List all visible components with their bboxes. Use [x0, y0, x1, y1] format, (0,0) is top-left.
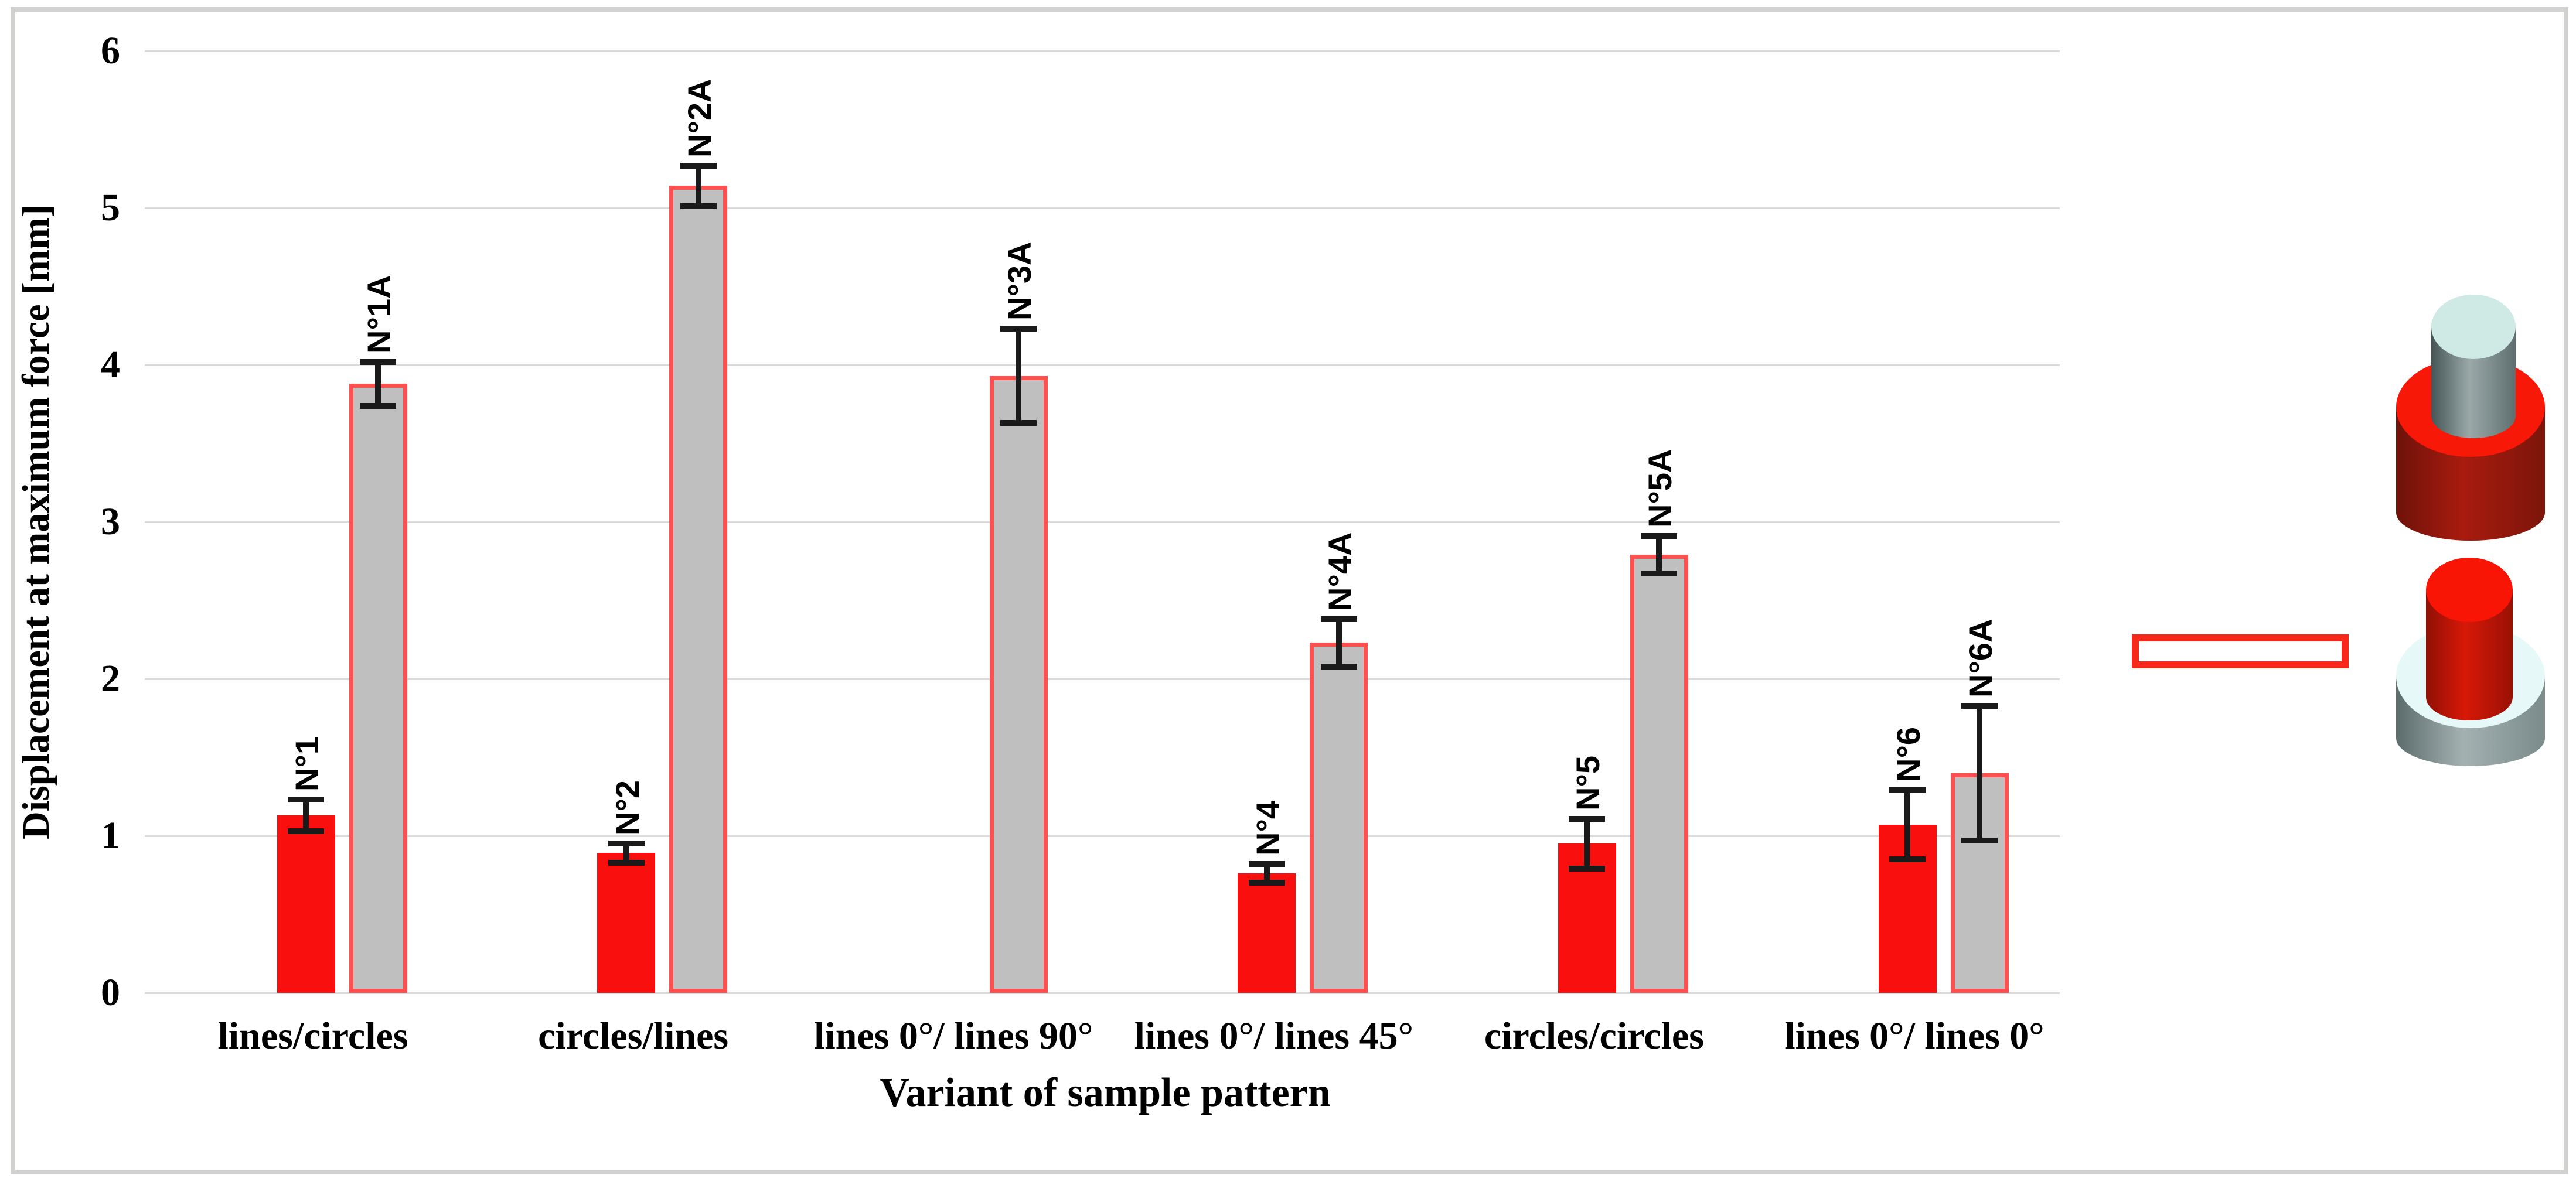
- legend-gray-bar-red-outline-swatch: [2132, 634, 2349, 668]
- error-bar-stem: [1656, 536, 1662, 574]
- y-tick-label: 5: [101, 186, 120, 229]
- y-tick-label: 0: [101, 971, 120, 1014]
- bar: [1310, 643, 1368, 993]
- x-axis-title: Variant of sample pattern: [880, 1070, 1331, 1115]
- x-category-label: lines 0°/ lines 90°: [814, 1015, 1093, 1057]
- bar-label: N°4A: [1321, 532, 1358, 612]
- bar-label: N°2: [608, 780, 646, 836]
- grid-line: [145, 678, 2060, 680]
- grid-line: [145, 521, 2060, 523]
- x-category-label: circles/lines: [538, 1015, 729, 1057]
- error-bar-cap-bottom: [1320, 663, 1357, 670]
- error-bar-stem: [1016, 329, 1022, 424]
- error-bar-cap-top: [1320, 616, 1357, 623]
- error-bar-cap-top: [288, 797, 324, 803]
- error-bar-cap-bottom: [1569, 866, 1606, 872]
- bar: [349, 384, 407, 993]
- legend-image-gray-pin-in-red-base-icon: [2396, 295, 2545, 541]
- x-category-label: lines 0°/ lines 45°: [1134, 1015, 1413, 1057]
- error-bar-cap-bottom: [1889, 856, 1926, 863]
- error-bar-stem: [1904, 790, 1910, 860]
- bar-label: N°5: [1569, 755, 1607, 811]
- bar: [989, 375, 1048, 993]
- y-tick-label: 1: [101, 814, 120, 857]
- error-bar-cap-bottom: [1248, 880, 1285, 886]
- x-category-label: lines 0°/ lines 0°: [1784, 1015, 2045, 1057]
- bar-label: N°1: [288, 736, 325, 792]
- grid-line: [145, 992, 2060, 994]
- error-bar-cap-bottom: [1961, 838, 1998, 844]
- bar: [669, 186, 728, 993]
- grid-line: [145, 207, 2060, 209]
- grid-line: [145, 50, 2060, 52]
- error-bar-cap-bottom: [288, 828, 324, 834]
- error-bar-cap-bottom: [608, 859, 645, 866]
- bar: [597, 853, 656, 993]
- bar-label: N°6: [1890, 727, 1927, 783]
- x-category-label: lines/circles: [217, 1015, 408, 1057]
- y-tick-label: 4: [101, 343, 120, 386]
- bar: [1630, 555, 1688, 993]
- error-bar-cap-top: [1961, 702, 1998, 709]
- y-tick-label: 6: [101, 29, 120, 72]
- error-bar-cap-bottom: [1641, 571, 1678, 577]
- error-bar-stem: [1584, 818, 1590, 869]
- legend-image-red-pin-in-gray-base-icon: [2396, 558, 2545, 766]
- bar-label: N°2A: [680, 78, 718, 158]
- x-category-label: circles/circles: [1484, 1015, 1704, 1057]
- error-bar-cap-bottom: [360, 402, 396, 409]
- error-bar-cap-top: [1641, 533, 1678, 539]
- error-bar-cap-bottom: [680, 203, 717, 210]
- y-tick-label: 2: [101, 657, 120, 700]
- bar-label: N°4: [1249, 801, 1286, 856]
- error-bar-stem: [375, 361, 381, 406]
- error-bar-cap-top: [360, 358, 396, 365]
- error-bar-cap-top: [1000, 326, 1037, 332]
- error-bar-stem: [303, 800, 309, 831]
- error-bar-cap-top: [680, 162, 717, 169]
- error-bar-stem: [623, 843, 629, 863]
- bar-label: N°6A: [1962, 619, 1999, 698]
- bar: [277, 815, 335, 993]
- y-tick-label: 3: [101, 500, 120, 543]
- error-bar-cap-top: [1248, 861, 1285, 868]
- bar: [1238, 873, 1296, 993]
- error-bar-stem: [1335, 619, 1342, 667]
- error-bar-cap-top: [1569, 815, 1606, 822]
- error-bar-cap-top: [1889, 787, 1926, 794]
- legend-red-bar-swatch: [2132, 431, 2349, 463]
- error-bar-stem: [1977, 705, 1982, 841]
- error-bar-cap-bottom: [1000, 420, 1037, 426]
- error-bar-stem: [695, 165, 701, 207]
- bar-label: N°1A: [360, 275, 397, 354]
- grid-line: [145, 835, 2060, 837]
- error-bar-stem: [1263, 864, 1270, 883]
- bar-label: N°3A: [1001, 241, 1038, 321]
- grid-line: [145, 364, 2060, 366]
- error-bar-cap-top: [608, 841, 645, 847]
- bar-label: N°5A: [1641, 449, 1679, 528]
